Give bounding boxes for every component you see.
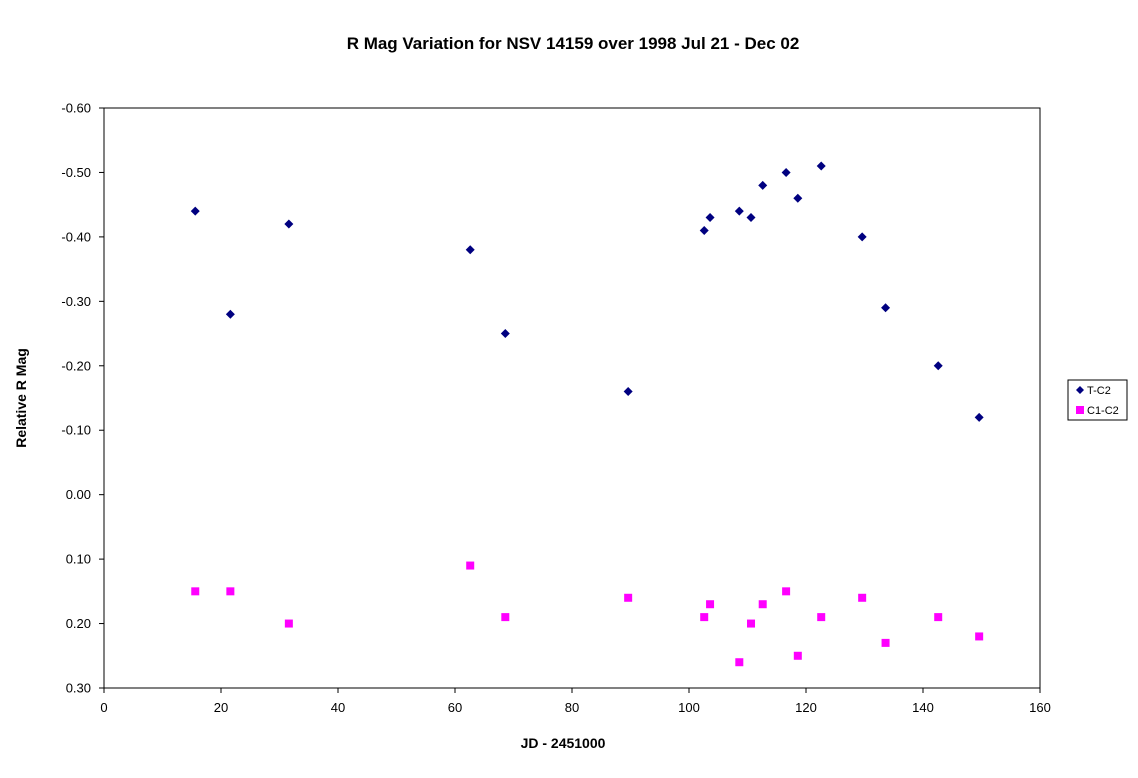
data-point-c1-c2: [793, 651, 802, 660]
y-tick-label: -0.20: [61, 358, 91, 373]
data-point-c1-c2: [858, 593, 867, 602]
legend-marker-t-c2: [1076, 386, 1084, 394]
data-point-t-c2: [284, 219, 294, 229]
data-point-c1-c2: [817, 613, 826, 622]
y-tick-label: 0.30: [66, 681, 91, 696]
data-point-t-c2: [734, 206, 744, 216]
data-point-c1-c2: [975, 632, 984, 641]
data-point-t-c2: [225, 309, 235, 319]
y-tick-label: -0.50: [61, 165, 91, 180]
data-point-t-c2: [974, 412, 984, 422]
data-point-c1-c2: [624, 593, 633, 602]
data-point-c1-c2: [706, 600, 715, 609]
chart-title: R Mag Variation for NSV 14159 over 1998 …: [347, 34, 800, 53]
plot-area: [103, 107, 1041, 689]
x-tick-label: 160: [1029, 700, 1051, 715]
y-tick-label: -0.10: [61, 423, 91, 438]
x-tick-label: 140: [912, 700, 934, 715]
x-tick-label: 20: [214, 700, 228, 715]
x-axis: 0 20 40 60 80 100 120 140 160: [100, 688, 1051, 715]
y-tick-label: -0.60: [61, 101, 91, 116]
x-tick-label: 60: [448, 700, 462, 715]
y-tick-label: 0.10: [66, 552, 91, 567]
data-point-t-c2: [933, 361, 943, 371]
data-point-c1-c2: [934, 613, 943, 622]
legend-label-t-c2: T-C2: [1087, 385, 1111, 397]
data-point-t-c2: [623, 387, 633, 397]
y-tick-label: 0.20: [66, 616, 91, 631]
series-t-c2: [190, 161, 984, 422]
data-point-t-c2: [781, 167, 791, 177]
data-point-t-c2: [190, 206, 200, 216]
y-tick-label: -0.30: [61, 294, 91, 309]
y-tick-label: 0.00: [66, 487, 91, 502]
data-point-t-c2: [857, 232, 867, 242]
data-point-t-c2: [705, 213, 715, 223]
data-point-c1-c2: [226, 587, 235, 596]
data-point-t-c2: [699, 225, 709, 235]
data-point-t-c2: [746, 213, 756, 223]
x-tick-label: 0: [100, 700, 107, 715]
data-point-t-c2: [816, 161, 826, 171]
data-point-c1-c2: [735, 658, 744, 667]
legend-label-c1-c2: C1-C2: [1087, 405, 1119, 417]
data-point-t-c2: [758, 180, 768, 190]
x-tick-label: 120: [795, 700, 817, 715]
x-axis-title: JD - 2451000: [521, 735, 606, 751]
x-tick-label: 40: [331, 700, 345, 715]
y-axis-title: Relative R Mag: [13, 348, 29, 448]
y-tick-label: -0.40: [61, 229, 91, 244]
data-point-c1-c2: [466, 561, 475, 570]
data-point-c1-c2: [284, 619, 293, 628]
x-tick-label: 80: [565, 700, 579, 715]
y-axis: -0.60 -0.50 -0.40 -0.30 -0.20 -0.10 0.00 0.10 0.…: [61, 101, 104, 696]
data-point-t-c2: [881, 303, 891, 313]
data-point-c1-c2: [191, 587, 200, 596]
x-tick-label: 100: [678, 700, 700, 715]
data-point-c1-c2: [700, 613, 709, 622]
data-point-c1-c2: [758, 600, 767, 609]
data-point-c1-c2: [501, 613, 510, 622]
data-point-t-c2: [465, 245, 475, 255]
legend-marker-c1-c2: [1076, 406, 1084, 414]
legend: T-C2 C1-C2: [1067, 379, 1128, 421]
data-point-t-c2: [793, 193, 803, 203]
data-point-t-c2: [500, 329, 510, 339]
series-layer: [190, 161, 984, 667]
data-point-c1-c2: [881, 638, 890, 647]
series-c1-c2: [191, 561, 984, 667]
data-point-c1-c2: [782, 587, 791, 596]
data-point-c1-c2: [747, 619, 756, 628]
